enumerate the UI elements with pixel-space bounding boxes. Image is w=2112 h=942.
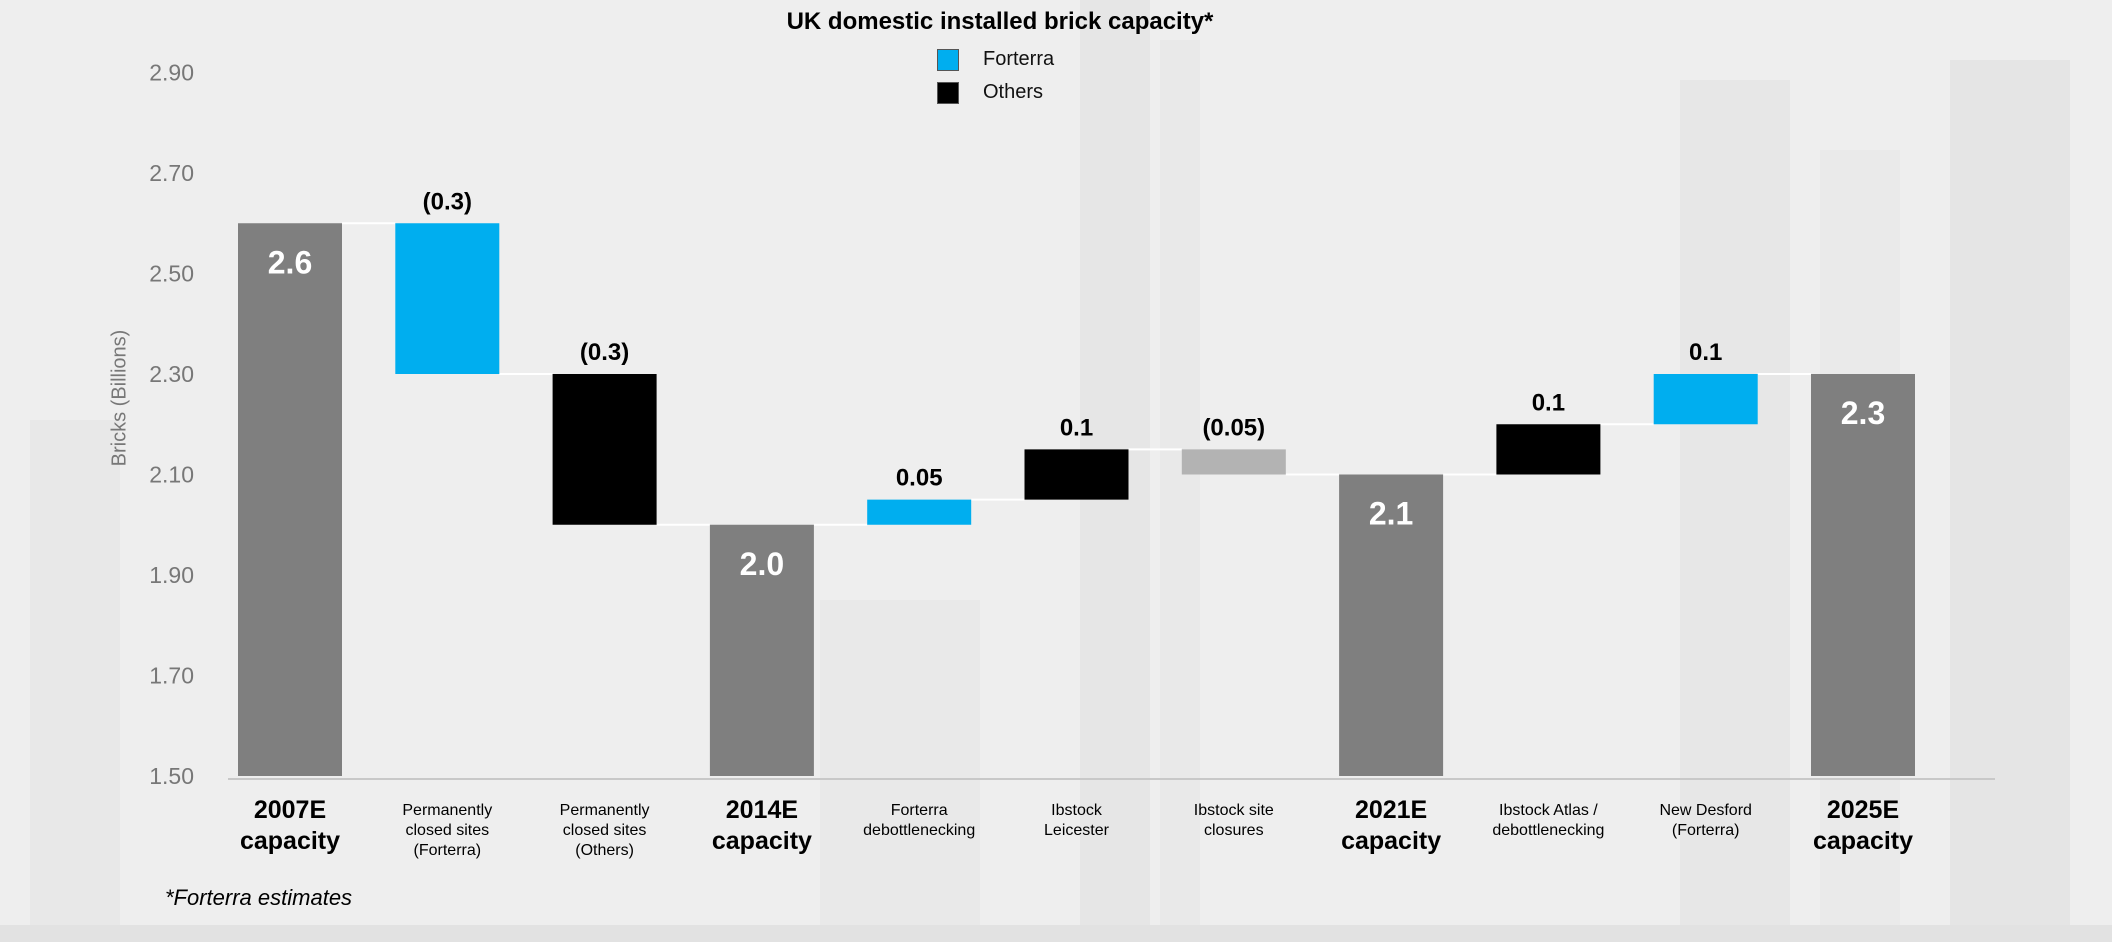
value-label-permanently-closed-sites-others: (0.3) [580,339,629,366]
bar-ibstock-atlas-debottlenecking [1496,424,1601,475]
y-tick-label: 2.70 [149,160,194,186]
bar-2021e-capacity [1339,474,1444,776]
bar-2014e-capacity [709,524,814,776]
legend-item-others: Others [937,81,1043,104]
value-label-forterra-debottlenecking: 0.05 [896,465,943,492]
value-label-2014e-capacity: 2.0 [740,546,784,582]
category-label-2014e-capacity: 2014E capacity [711,796,812,855]
bar-ibstock-leicester [1024,449,1129,500]
value-label-ibstock-leicester: 0.1 [1060,414,1093,441]
category-label-ibstock-leicester: Ibstock Leicester [1044,802,1109,839]
y-tick-label: 2.10 [149,462,194,488]
legend-swatch-others [937,81,959,104]
bar-2025e-capacity [1811,374,1915,776]
value-label-2025e-capacity: 2.3 [1841,395,1885,431]
bar-permanently-closed-sites-others [552,374,657,525]
category-label-permanently-closed-sites-forterra: Permanently closed sites (Forterra) [402,802,493,859]
legend-item-forterra: Forterra [937,48,1054,71]
category-label-2025e-capacity: 2025E capacity [1812,796,1914,855]
value-label-2021e-capacity: 2.1 [1369,496,1413,532]
category-label-permanently-closed-sites-others: Permanently closed sites (Others) [559,802,650,859]
category-label-ibstock-site-closures: Ibstock site closures [1193,802,1274,839]
category-label-ibstock-atlas-debottlenecking: Ibstock Atlas / debottlenecking [1492,802,1605,839]
value-label-ibstock-atlas-debottlenecking: 0.1 [1532,389,1565,416]
bar-2007e-capacity [238,223,342,776]
category-label-new-desford-forterra: New Desford (Forterra) [1659,802,1752,839]
category-label-forterra-debottlenecking: Forterra debottlenecking [863,802,976,839]
y-tick-label: 2.90 [149,60,194,86]
category-label-2021e-capacity: 2021E capacity [1341,796,1442,855]
footnote: *Forterra estimates [165,885,353,910]
y-tick-label: 1.90 [149,562,194,588]
chart-title: UK domestic installed brick capacity* [786,8,1214,35]
y-tick-label: 2.50 [149,261,194,287]
legend-label-others: Others [983,81,1044,103]
legend-label-forterra: Forterra [983,48,1055,70]
category-label-2007e-capacity: 2007E capacity [239,796,341,855]
value-label-new-desford-forterra: 0.1 [1689,339,1722,366]
value-label-ibstock-site-closures: (0.05) [1202,414,1265,441]
y-tick-label: 1.50 [149,763,194,789]
y-tick-label: 1.70 [149,663,194,689]
value-label-permanently-closed-sites-forterra: (0.3) [423,188,472,215]
value-label-2007e-capacity: 2.6 [268,244,312,280]
bar-permanently-closed-sites-forterra [395,223,500,374]
bar-new-desford-forterra [1653,374,1758,425]
bar-ibstock-site-closures [1181,449,1286,475]
bar-forterra-debottlenecking [867,499,972,525]
legend-swatch-forterra [937,48,959,71]
y-axis-label: Bricks (Billions) [108,329,131,467]
y-tick-label: 2.30 [149,361,194,387]
